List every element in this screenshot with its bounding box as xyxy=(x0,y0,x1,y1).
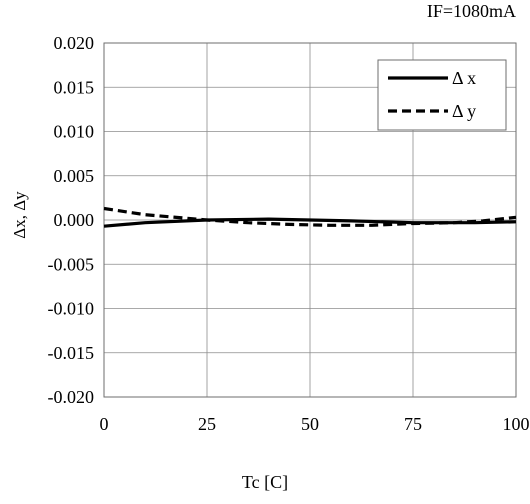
y-axis-label: Δx, Δy xyxy=(10,191,29,239)
x-tick-label: 50 xyxy=(301,414,319,434)
legend-label-dx: Δ x xyxy=(452,68,476,88)
y-tick-label: -0.020 xyxy=(48,387,95,407)
x-tick-label: 75 xyxy=(404,414,422,434)
x-axis-label: Tc [C] xyxy=(241,472,289,492)
legend-label-dy: Δ y xyxy=(452,101,476,121)
series-line-dy xyxy=(103,206,517,227)
y-tick-label: 0.000 xyxy=(54,210,95,230)
y-tick-label: 0.005 xyxy=(54,166,95,186)
y-tick-label: 0.010 xyxy=(54,122,95,142)
y-tick-label: -0.005 xyxy=(48,254,95,274)
series-lines xyxy=(103,206,517,228)
x-tick-label: 0 xyxy=(100,414,109,434)
x-tick-label: 100 xyxy=(503,414,530,434)
legend-box xyxy=(377,59,507,131)
y-tick-label: -0.015 xyxy=(48,343,95,363)
y-tick-label: 0.015 xyxy=(54,77,95,97)
x-tick-label: 25 xyxy=(198,414,216,434)
y-tick-label: -0.010 xyxy=(48,299,95,319)
axis-ticks: 0.020 0.015 0.010 0.005 0.000 -0.005 -0.010 -0.… xyxy=(10,33,530,434)
plot-border xyxy=(103,42,517,398)
y-tick-label: 0.020 xyxy=(54,33,95,53)
legend: Δ x Δ y xyxy=(377,59,507,131)
current-annotation: IF=1080mA xyxy=(426,1,516,21)
